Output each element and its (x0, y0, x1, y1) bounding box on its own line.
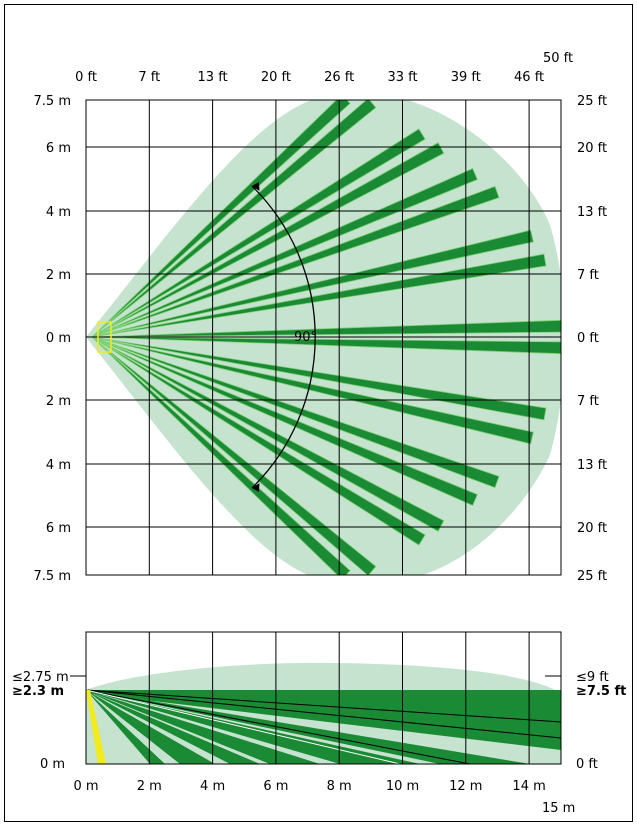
side-meters-label: 12 m (449, 779, 482, 794)
side-meters-label: 8 m (327, 779, 352, 794)
top-zone-5 (91, 185, 500, 338)
side-meters-label: 6 m (263, 779, 288, 794)
top-meters-axis: 7.5 m 6 m 4 m 2 m 0 m 2 m 4 m 6 m 7.5 m (34, 94, 71, 584)
top-zone-9 (91, 319, 561, 338)
side-zone-4 (86, 690, 320, 764)
top-meters-label: 4 m (46, 205, 71, 220)
side-height-min-m: ≥2.3 m (12, 684, 64, 699)
top-feet-label: 7 ft (138, 70, 160, 85)
top-right-feet-label: 13 ft (577, 205, 607, 220)
top-zone-10 (91, 336, 561, 355)
side-height-zero-m: 0 m (40, 757, 65, 772)
top-meters-label: 2 m (46, 394, 71, 409)
diagram-frame (4, 4, 633, 822)
top-right-feet-label: 0 ft (577, 331, 599, 346)
top-feet-axis: 0 ft 7 ft 13 ft 20 ft 26 ft 33 ft 39 ft 46 ft (75, 70, 544, 85)
top-right-feet-label: 7 ft (577, 268, 599, 283)
side-zone-3 (86, 690, 420, 764)
top-zone-17 (91, 336, 377, 575)
top-zone-12 (91, 336, 534, 445)
top-grid (85, 99, 562, 576)
top-zone-18 (91, 336, 351, 575)
side-detection-zones (86, 689, 561, 764)
top-meters-label: 6 m (46, 141, 71, 156)
top-zone-7 (91, 253, 547, 338)
top-view: 90° 0 ft 7 ft 13 ft 20 ft 26 ft 33 ft 39 ft 46 … (34, 51, 608, 584)
top-zone-4 (91, 128, 426, 338)
top-zone-15 (91, 336, 445, 532)
top-feet-label: 13 ft (198, 70, 228, 85)
top-right-feet-label: 25 ft (577, 569, 607, 584)
side-height-max-ft: ≤9 ft (576, 670, 609, 685)
top-feet-label: 46 ft (514, 70, 544, 85)
top-right-feet-label: 13 ft (577, 458, 607, 473)
side-height-zero-ft: 0 ft (576, 757, 598, 772)
side-zone-5 (86, 690, 260, 764)
top-zone-8 (91, 229, 534, 338)
side-grid (70, 631, 562, 765)
top-zone-3 (91, 142, 445, 338)
top-meters-label: 7.5 m (34, 569, 71, 584)
top-right-feet-label: 25 ft (577, 94, 607, 109)
top-right-feet-axis: 25 ft 20 ft 13 ft 7 ft 0 ft 7 ft 13 ft 20 ft 25 … (577, 94, 607, 584)
top-zone-2 (91, 100, 351, 338)
top-zone-1 (91, 100, 377, 338)
top-feet-label: 39 ft (451, 70, 481, 85)
top-zone-14 (91, 336, 478, 507)
top-meters-label: 6 m (46, 521, 71, 536)
top-feet-label: 33 ft (387, 70, 417, 85)
side-meters-label: 10 m (386, 779, 419, 794)
top-meters-label: 7.5 m (34, 94, 71, 109)
top-meters-label: 2 m (46, 268, 71, 283)
sensor-top-icon (97, 321, 112, 353)
side-zone-1 (86, 690, 561, 750)
sensor-side-creep-zone (86, 690, 106, 764)
top-feet-label: 0 ft (75, 70, 97, 85)
side-sightline-4 (86, 689, 401, 764)
top-feet-label: 20 ft (261, 70, 291, 85)
side-x-extra-label: 15 m (542, 801, 575, 816)
top-meters-label: 0 m (46, 331, 71, 346)
side-meters-axis: 0 m 2 m 4 m 6 m 8 m 10 m 12 m 14 m (73, 779, 545, 794)
top-zone-11 (91, 336, 547, 421)
top-meters-label: 4 m (46, 458, 71, 473)
side-meters-label: 0 m (73, 779, 98, 794)
side-sightline-3 (86, 689, 471, 764)
side-grid-border (85, 631, 562, 765)
top-right-feet-label: 20 ft (577, 141, 607, 156)
angle-arc (251, 185, 316, 489)
top-zone-13 (91, 336, 500, 489)
side-meters-label: 14 m (512, 779, 545, 794)
side-zone-6 (86, 690, 215, 764)
side-height-max-m: ≤2.75 m (12, 670, 69, 685)
angle-label: 90° (294, 330, 317, 345)
side-meters-label: 4 m (200, 779, 225, 794)
side-meters-label: 2 m (137, 779, 162, 794)
arc-arrowhead-bottom (252, 483, 260, 492)
top-zone-16 (91, 336, 426, 546)
top-feet-extra-label: 50 ft (543, 51, 573, 66)
side-sightline-2 (86, 689, 561, 739)
top-right-feet-label: 20 ft (577, 521, 607, 536)
side-height-min-ft: ≥7.5 ft (576, 684, 626, 699)
side-zone-7 (86, 690, 165, 764)
side-sightline-1 (86, 689, 561, 723)
top-detection-zones (91, 100, 561, 575)
side-view: ≤2.75 m ≥2.3 m 0 m ≤9 ft ≥7.5 ft 0 ft 0 … (12, 631, 626, 816)
arc-arrowhead-top (252, 182, 260, 191)
top-right-feet-label: 7 ft (577, 394, 599, 409)
side-zone-2 (86, 690, 530, 764)
top-feet-label: 26 ft (324, 70, 354, 85)
